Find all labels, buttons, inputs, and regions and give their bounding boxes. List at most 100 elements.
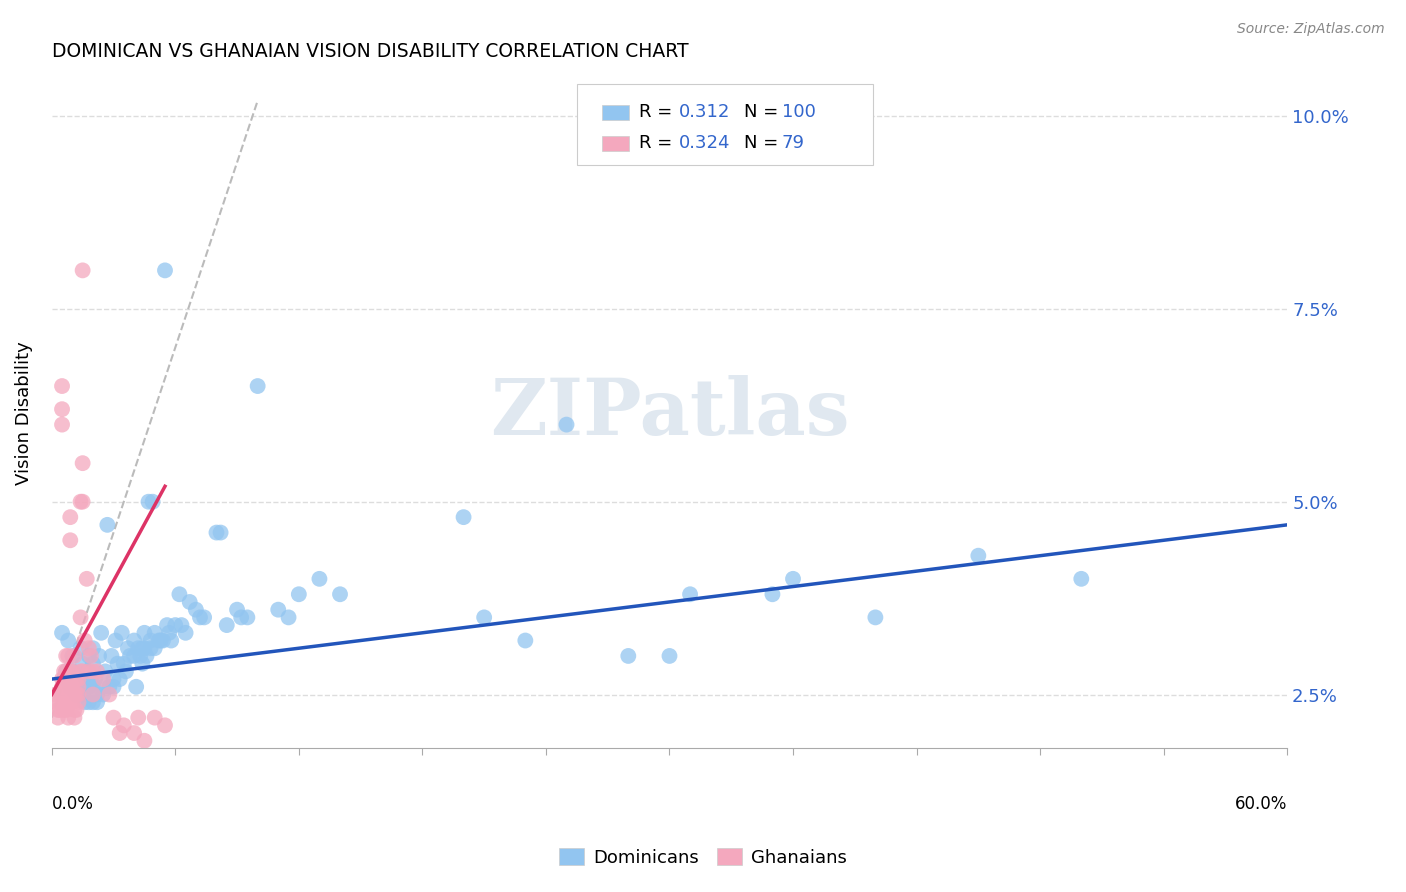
Point bbox=[761, 587, 783, 601]
Point bbox=[91, 672, 114, 686]
Point bbox=[156, 618, 179, 632]
Point bbox=[86, 688, 108, 702]
Point bbox=[60, 688, 83, 702]
Point bbox=[308, 572, 330, 586]
Point bbox=[82, 641, 104, 656]
Point bbox=[236, 610, 259, 624]
Text: ZIPatlas: ZIPatlas bbox=[489, 375, 849, 451]
Point bbox=[94, 665, 117, 679]
Point bbox=[1070, 572, 1092, 586]
Point bbox=[115, 665, 138, 679]
Text: 0.312: 0.312 bbox=[679, 103, 731, 121]
Point bbox=[153, 718, 176, 732]
Point bbox=[53, 695, 76, 709]
Point bbox=[329, 587, 352, 601]
Point bbox=[174, 625, 197, 640]
Point bbox=[58, 688, 80, 702]
Point bbox=[59, 688, 82, 702]
Point bbox=[51, 417, 73, 432]
Point bbox=[267, 602, 290, 616]
Point bbox=[55, 695, 77, 709]
Point bbox=[73, 680, 96, 694]
Point bbox=[205, 525, 228, 540]
Point bbox=[231, 610, 253, 624]
Point bbox=[127, 711, 149, 725]
Text: N =: N = bbox=[744, 135, 783, 153]
Point bbox=[127, 641, 149, 656]
Point bbox=[143, 711, 166, 725]
Point bbox=[77, 665, 100, 679]
Point bbox=[65, 688, 87, 702]
Point bbox=[67, 688, 90, 702]
Point bbox=[82, 665, 104, 679]
Point bbox=[59, 695, 82, 709]
Point bbox=[55, 672, 77, 686]
Point bbox=[59, 533, 82, 548]
Point bbox=[45, 695, 67, 709]
Point bbox=[112, 657, 135, 671]
Point bbox=[117, 641, 139, 656]
Text: DOMINICAN VS GHANAIAN VISION DISABILITY CORRELATION CHART: DOMINICAN VS GHANAIAN VISION DISABILITY … bbox=[52, 42, 689, 61]
Point bbox=[49, 688, 72, 702]
Point bbox=[967, 549, 990, 563]
Point bbox=[131, 657, 153, 671]
Point bbox=[157, 625, 180, 640]
Text: 0.324: 0.324 bbox=[679, 135, 731, 153]
Point bbox=[139, 633, 162, 648]
Point bbox=[55, 665, 77, 679]
Point bbox=[129, 648, 152, 663]
Legend: Dominicans, Ghanaians: Dominicans, Ghanaians bbox=[551, 841, 855, 874]
Point bbox=[122, 726, 145, 740]
Point bbox=[152, 633, 174, 648]
Point bbox=[49, 695, 72, 709]
Point bbox=[73, 633, 96, 648]
Point bbox=[96, 517, 118, 532]
Point bbox=[53, 665, 76, 679]
Point bbox=[80, 648, 103, 663]
Point bbox=[63, 648, 86, 663]
Point bbox=[77, 695, 100, 709]
Point bbox=[103, 711, 125, 725]
Point bbox=[86, 695, 108, 709]
Point bbox=[65, 672, 87, 686]
Point bbox=[125, 680, 148, 694]
Point bbox=[617, 648, 640, 663]
Point bbox=[122, 648, 145, 663]
Point bbox=[98, 680, 121, 694]
Point bbox=[246, 379, 269, 393]
Point bbox=[515, 633, 537, 648]
Point bbox=[91, 680, 114, 694]
Point bbox=[58, 672, 80, 686]
Point bbox=[77, 641, 100, 656]
Point bbox=[72, 657, 94, 671]
Point bbox=[58, 695, 80, 709]
Point bbox=[288, 587, 311, 601]
Point bbox=[118, 648, 141, 663]
Point bbox=[453, 510, 475, 524]
Text: N =: N = bbox=[744, 103, 783, 121]
Point bbox=[51, 402, 73, 417]
Point bbox=[51, 688, 73, 702]
Point bbox=[45, 688, 67, 702]
Point bbox=[58, 633, 80, 648]
Point bbox=[82, 695, 104, 709]
Point bbox=[72, 456, 94, 470]
Point bbox=[98, 688, 121, 702]
Point bbox=[170, 618, 193, 632]
Point bbox=[69, 494, 91, 508]
Point bbox=[69, 641, 91, 656]
Point bbox=[139, 641, 162, 656]
FancyBboxPatch shape bbox=[602, 105, 628, 120]
Point bbox=[226, 602, 249, 616]
Point bbox=[53, 703, 76, 717]
Text: 0.0%: 0.0% bbox=[52, 796, 94, 814]
Point bbox=[51, 625, 73, 640]
Point bbox=[184, 602, 207, 616]
Point bbox=[215, 618, 238, 632]
Point bbox=[58, 711, 80, 725]
Point bbox=[51, 672, 73, 686]
Point bbox=[82, 657, 104, 671]
Point bbox=[77, 648, 100, 663]
Point bbox=[103, 672, 125, 686]
Point bbox=[100, 648, 122, 663]
